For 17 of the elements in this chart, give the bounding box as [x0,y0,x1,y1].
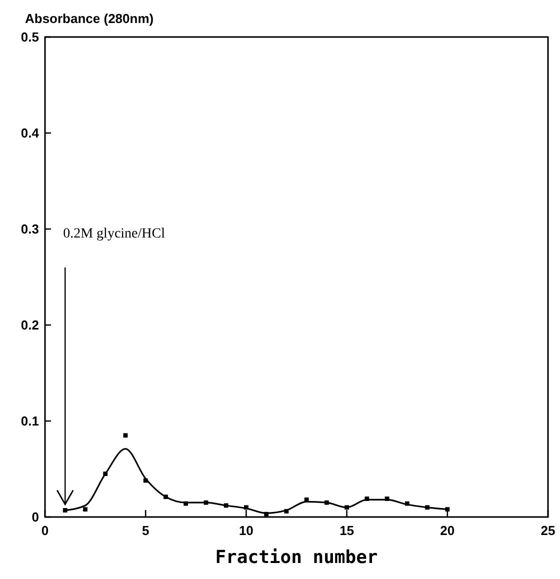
y-tick-label: 0.2 [20,318,39,332]
y-tick-label: 0.5 [20,30,39,44]
y-tick-label: 0 [32,510,39,524]
y-tick-label: 0.3 [20,222,39,236]
x-tick-label: 5 [142,523,150,538]
y-tick-label: 0.1 [20,414,39,428]
point [123,433,128,438]
x-tick-label: 20 [440,523,455,538]
point [83,507,88,512]
x-axis-title: Fraction number [215,547,378,568]
y-tick-label: 0.4 [20,126,40,140]
annotation: 0.2M glycine/HCl [63,226,166,242]
x-tick-label: 10 [238,523,254,538]
x-tick-label: 25 [540,523,556,538]
x-tick-label: 15 [340,523,354,538]
y-axis-title: Absorbance (280nm) [25,11,154,26]
x-tick-label: 0 [41,523,49,538]
